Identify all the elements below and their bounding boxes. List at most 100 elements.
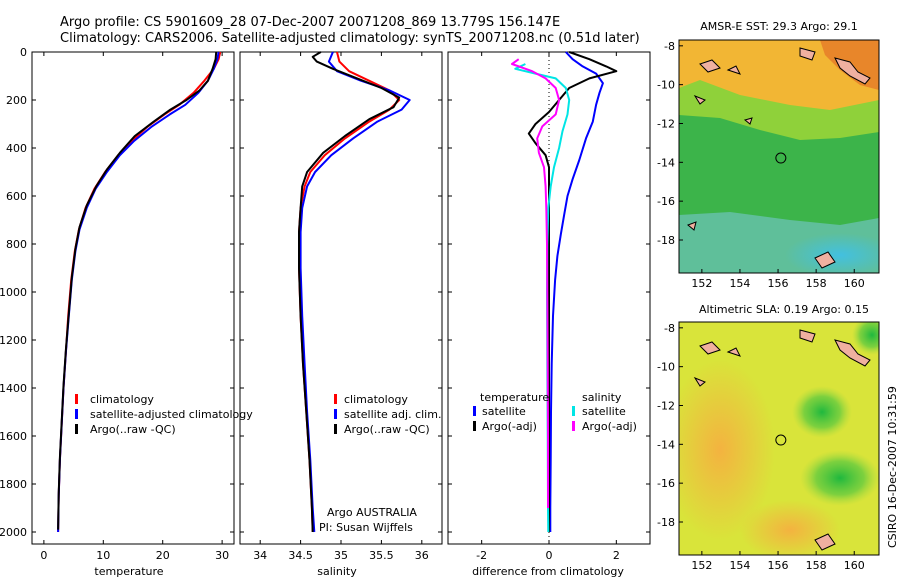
legend-swatch-sal-argo xyxy=(572,421,575,431)
salinity-ticks: 34 34.5 35 35.5 36 xyxy=(240,51,442,562)
y-tick-label: 1400 xyxy=(0,382,27,395)
series-line-satellite-adjusted-climatology xyxy=(57,51,220,533)
y-tick-label: 0 xyxy=(20,46,27,59)
salinity-xlabel: salinity xyxy=(317,565,357,578)
legend-swatch-satellite-adj xyxy=(334,409,337,419)
sla-map-panel: Altimetric SLA: 0.19 Argo: 0.15 152 154 15… xyxy=(657,303,880,572)
difference-xlabel: difference from climatology xyxy=(472,565,624,578)
y-tick-label: 600 xyxy=(6,190,27,203)
map-y-tick-label: -16 xyxy=(657,195,675,208)
y-tick-label: 200 xyxy=(6,94,27,107)
y-tick-label: 1000 xyxy=(0,286,27,299)
header-line-2: Climatology: CARS2006. Satellite-adjuste… xyxy=(60,31,640,46)
sst-map-panel: AMSR-E SST: 29.3 Argo: 29.1 152 154 156 158… xyxy=(657,20,880,290)
map-x-tick-label: 158 xyxy=(806,559,827,572)
temperature-xlabel: temperature xyxy=(94,565,163,578)
series-line-salinity-argo-adj- xyxy=(511,58,561,508)
sla-high-south xyxy=(800,450,879,506)
map-y-tick-label: -8 xyxy=(664,40,675,53)
map-y-tick-label: -12 xyxy=(657,117,675,130)
sla-map-frame xyxy=(678,321,880,556)
temperature-panel: 0 10 20 30 0 200 400 600 800 1000 1200 1400 1600 1800… xyxy=(0,46,253,578)
series-line-argo-raw-qc- xyxy=(57,51,218,530)
series-line-salinity-satellite xyxy=(514,63,571,533)
map-y-tick-label: -18 xyxy=(657,234,675,247)
map-y-tick-label: -10 xyxy=(657,79,675,92)
sla-orange-south xyxy=(740,500,840,555)
map-y-tick-label: -14 xyxy=(657,438,675,451)
sst-map-title: AMSR-E SST: 29.3 Argo: 29.1 xyxy=(700,20,858,33)
x-tick-label: 30 xyxy=(215,549,229,562)
map-x-tick-label: 160 xyxy=(844,277,865,290)
legend-temperature-title: temperature xyxy=(480,391,549,404)
map-y-tick-label: -12 xyxy=(657,399,675,412)
y-tick-label: 1200 xyxy=(0,334,27,347)
map-y-tick-label: -16 xyxy=(657,477,675,490)
legend-label-argo: Argo(..raw -QC) xyxy=(90,423,176,436)
map-y-tick-label: -8 xyxy=(664,322,675,335)
sla-map-ticks: 152 154 156 158 160 -8 -10 -12 -14 -16 -18 xyxy=(657,322,865,572)
legend-label-temp-argo: Argo(-adj) xyxy=(482,420,537,433)
sla-map-field xyxy=(679,322,879,555)
x-tick-label: 10 xyxy=(96,549,110,562)
y-tick-label: 2000 xyxy=(0,526,27,539)
series-line-argo-raw-qc- xyxy=(298,51,401,533)
difference-legend: temperature satellite Argo(-adj) salinit… xyxy=(473,391,637,433)
map-y-tick-label: -10 xyxy=(657,361,675,374)
map-x-tick-label: 158 xyxy=(806,277,827,290)
series-line-climatology xyxy=(57,51,222,533)
x-tick-label: 35.5 xyxy=(369,549,394,562)
float-owner: Argo AUSTRALIA xyxy=(327,506,417,519)
header-line-1: Argo profile: CS 5901609_28 07-Dec-2007 … xyxy=(60,15,560,30)
x-tick-label: 20 xyxy=(156,549,170,562)
legend-label-climatology: climatology xyxy=(90,393,154,406)
salinity-lines xyxy=(298,51,411,533)
legend-swatch-satellite-adjusted xyxy=(75,409,78,419)
coastline-islands xyxy=(687,47,871,269)
x-tick-label: 0 xyxy=(40,549,47,562)
legend-swatch-argo xyxy=(334,424,337,434)
coastline-islands xyxy=(693,329,871,551)
map-x-tick-label: 152 xyxy=(691,277,712,290)
legend-swatch-climatology xyxy=(334,394,337,404)
temperature-legend: climatology satellite-adjusted climatolo… xyxy=(75,393,253,436)
y-tick-label: 1600 xyxy=(0,430,27,443)
map-x-tick-label: 160 xyxy=(844,559,865,572)
sla-high-corner xyxy=(852,322,879,355)
x-tick-label: 34.5 xyxy=(288,549,313,562)
sla-high-north xyxy=(792,386,852,438)
temperature-lines xyxy=(57,51,222,533)
argo-position-marker xyxy=(775,434,787,446)
legend-label-climatology: climatology xyxy=(344,393,408,406)
sst-map-frame xyxy=(678,39,880,274)
legend-label-temp-satellite: satellite xyxy=(482,405,526,418)
legend-label-satellite-adj: satellite adj. clim. xyxy=(344,408,441,421)
x-tick-label: -2 xyxy=(476,549,487,562)
map-x-tick-label: 154 xyxy=(729,559,750,572)
salinity-legend: climatology satellite adj. clim. Argo(..… xyxy=(334,393,441,436)
legend-label-sal-argo: Argo(-adj) xyxy=(582,420,637,433)
temperature-ticks: 0 10 20 30 0 200 400 600 800 1000 1200 1400 1600 1800… xyxy=(0,46,234,562)
legend-salinity-title: salinity xyxy=(582,391,622,404)
sst-map-ticks: 152 154 156 158 160 -8 -10 -12 -14 -16 -18 xyxy=(657,40,865,290)
sst-cold-spot xyxy=(785,233,879,273)
legend-label-satellite-adjusted: satellite-adjusted climatology xyxy=(90,408,253,421)
difference-panel: -2 0 2 difference from climatology tempera… xyxy=(447,51,651,578)
x-tick-label: 34 xyxy=(253,549,267,562)
map-x-tick-label: 152 xyxy=(691,559,712,572)
series-line-climatology xyxy=(298,51,401,533)
x-tick-label: 36 xyxy=(415,549,429,562)
legend-swatch-argo xyxy=(75,424,78,434)
salinity-axes-frame xyxy=(239,51,443,545)
series-line-satellite-adj-clim- xyxy=(299,51,411,533)
legend-swatch-temp-argo xyxy=(473,421,476,431)
x-tick-label: 35 xyxy=(334,549,348,562)
legend-swatch-sal-satellite xyxy=(572,406,575,416)
legend-label-argo: Argo(..raw -QC) xyxy=(344,423,430,436)
sla-orange-west xyxy=(679,360,775,540)
map-y-tick-label: -18 xyxy=(657,516,675,529)
difference-lines xyxy=(511,51,618,533)
map-y-tick-label: -14 xyxy=(657,156,675,169)
legend-swatch-temp-satellite xyxy=(473,406,476,416)
